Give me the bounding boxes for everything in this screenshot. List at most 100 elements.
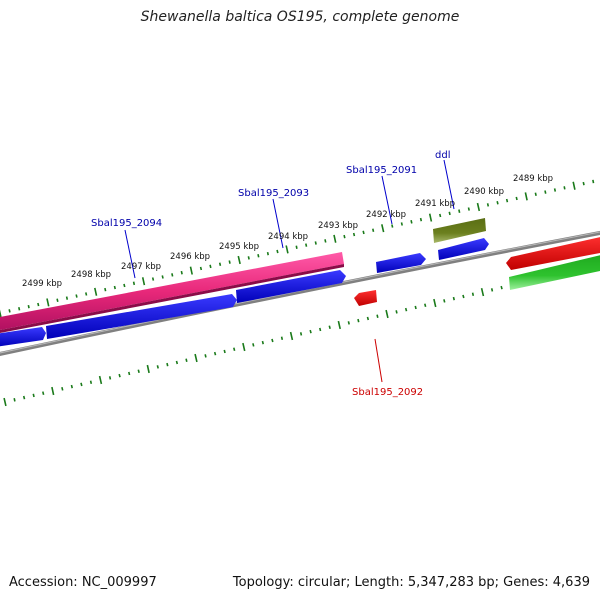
olive-gene-feature[interactable]	[433, 218, 486, 243]
cds-feature-sbal195-2091[interactable]	[376, 253, 426, 273]
cds-feature-ddl[interactable]	[438, 238, 489, 260]
inner-ring-minor-tick	[80, 382, 83, 387]
leader-line-ddl	[443, 159, 455, 210]
inner-ring-minor-tick	[376, 314, 379, 318]
outer-ring-minor-tick	[113, 285, 116, 290]
outer-ring-minor-tick	[247, 256, 250, 260]
cds-feature-sbal195-2093[interactable]	[236, 270, 346, 303]
inner-ring-minor-tick	[42, 391, 45, 395]
inner-ring-minor-tick	[424, 303, 427, 307]
accession-text: Accession: NC_009997	[9, 575, 157, 590]
outer-ring-minor-tick	[563, 186, 566, 190]
outer-ring-major-tick	[524, 192, 528, 201]
outer-ring-minor-tick	[305, 243, 308, 247]
pink-gene-feature[interactable]	[0, 252, 344, 331]
outer-ring-major-tick	[94, 287, 98, 296]
inner-ring-minor-tick	[70, 384, 73, 389]
outer-ring-minor-tick	[515, 196, 518, 201]
inner-ring-minor-tick	[347, 321, 350, 325]
tick-label-2494: 2494 kbp	[268, 232, 308, 242]
inner-ring-major-tick	[385, 309, 389, 319]
inner-ring-minor-tick	[118, 373, 121, 378]
outer-ring-minor-tick	[199, 266, 203, 271]
tick-label-2490: 2490 kbp	[464, 187, 504, 197]
outer-ring-minor-tick	[85, 292, 88, 296]
genome-summary-text: Topology: circular; Length: 5,347,283 bp…	[232, 575, 590, 590]
outer-ring-minor-tick	[180, 270, 183, 275]
outer-ring-minor-tick	[496, 201, 499, 205]
inner-ring-minor-tick	[213, 351, 217, 356]
outer-ring-minor-tick	[295, 245, 298, 249]
genome-backbone	[0, 230, 600, 356]
outer-ring-minor-tick	[228, 260, 231, 264]
inner-ring-major-tick	[242, 342, 246, 352]
outer-ring-major-tick	[333, 234, 337, 243]
inner-ring-minor-tick	[22, 395, 26, 400]
leader-line-sbal195-2092	[374, 338, 383, 383]
outer-ring-minor-tick	[266, 251, 269, 256]
outer-ring-minor-tick	[553, 188, 557, 192]
cds-feature-right-reverse[interactable]	[506, 236, 600, 270]
outer-ring-minor-tick	[75, 294, 78, 298]
tick-label-2489: 2489 kbp	[513, 174, 553, 184]
tick-label-2491: 2491 kbp	[415, 199, 455, 209]
outer-ring-minor-tick	[257, 254, 260, 258]
tick-label-2496: 2496 kbp	[170, 252, 210, 262]
gene-label-sbal195-2091: Sbal195_2091	[346, 165, 417, 176]
inner-ring-major-tick	[433, 298, 437, 308]
outer-ring-minor-tick	[448, 211, 451, 216]
inner-ring-minor-tick	[13, 398, 16, 402]
inner-ring-minor-tick	[233, 347, 236, 351]
green-gene-feature[interactable]	[509, 254, 600, 290]
inner-ring-minor-tick	[452, 296, 455, 301]
outer-ring-minor-tick	[18, 307, 21, 311]
outer-ring-minor-tick	[419, 217, 423, 222]
inner-ring-minor-tick	[299, 332, 303, 336]
outer-ring-minor-tick	[218, 262, 222, 266]
outer-ring-minor-tick	[362, 230, 365, 235]
gene-label-sbal195-2092: Sbal195_2092	[352, 387, 423, 398]
outer-ring-major-tick	[237, 255, 241, 265]
inner-ring-minor-tick	[395, 310, 398, 314]
outer-ring-minor-tick	[132, 281, 136, 286]
cds-feature-sbal195-2092[interactable]	[354, 290, 377, 306]
outer-ring-minor-tick	[391, 224, 394, 228]
outer-ring-major-tick	[0, 309, 2, 318]
inner-ring-major-tick	[3, 397, 7, 407]
outer-ring-minor-tick	[400, 222, 403, 226]
outer-ring-minor-tick	[314, 241, 317, 245]
outer-ring-minor-tick	[151, 277, 155, 281]
outer-ring-minor-tick	[467, 207, 470, 211]
inner-ring-minor-tick	[89, 380, 93, 384]
inner-ring-minor-tick	[500, 285, 503, 290]
inner-ring-major-tick	[146, 364, 150, 374]
inner-ring-minor-tick	[175, 360, 179, 365]
inner-ring-minor-tick	[443, 299, 446, 303]
inner-ring-minor-tick	[61, 387, 64, 391]
outer-ring-minor-tick	[592, 179, 595, 184]
outer-ring-minor-tick	[410, 220, 413, 224]
outer-ring-minor-tick	[27, 304, 30, 309]
cds-feature-left-edge[interactable]	[0, 327, 46, 347]
inner-ring-minor-tick	[128, 371, 131, 376]
inner-ring-minor-tick	[185, 358, 188, 362]
gene-label-ddl: ddl	[435, 150, 450, 161]
outer-ring-minor-tick	[505, 198, 509, 203]
inner-ring-minor-tick	[414, 305, 417, 310]
inner-ring-minor-tick	[462, 294, 465, 299]
outer-ring-minor-tick	[343, 234, 346, 239]
tick-label-2497: 2497 kbp	[121, 262, 161, 272]
gene-label-sbal195-2093: Sbal195_2093	[238, 188, 309, 199]
cds-feature-sbal195-2094[interactable]	[46, 294, 237, 339]
tick-label-2498: 2498 kbp	[71, 270, 111, 280]
outer-ring-major-tick	[428, 213, 433, 222]
outer-ring-minor-tick	[65, 296, 69, 300]
outer-ring-major-tick	[141, 277, 146, 286]
inner-ring-minor-tick	[280, 336, 284, 340]
inner-ring-minor-tick	[319, 327, 322, 332]
outer-ring-minor-tick	[161, 275, 164, 279]
inner-ring-minor-tick	[471, 292, 475, 296]
leader-line-sbal195-2093	[272, 198, 284, 249]
tick-label-2499: 2499 kbp	[22, 279, 62, 289]
outer-ring-minor-tick	[439, 213, 442, 218]
